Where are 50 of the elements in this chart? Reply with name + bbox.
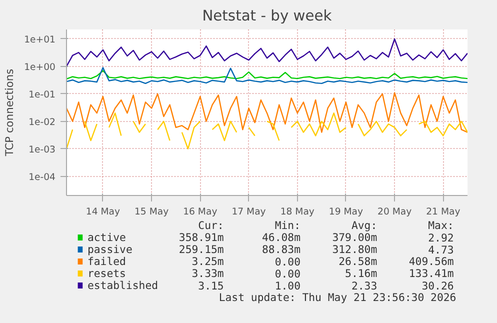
- text: 259.15m: [178, 243, 224, 256]
- text: Last update: Thu May 21 23:56:30 2026: [218, 291, 456, 304]
- chart-title: Netstat - by week: [202, 8, 332, 24]
- text: 46.08m: [262, 231, 300, 244]
- text: 2.33: [351, 280, 378, 292]
- y-tick-label: 1e-01: [28, 89, 56, 100]
- text: Cur:: [198, 219, 224, 232]
- x-tick-label: 16 May: [183, 206, 218, 218]
- y-axis-title: TCP connections: [3, 68, 16, 158]
- line-series: [66, 38, 468, 67]
- text: 312.80m: [332, 243, 378, 256]
- text: 30.26: [422, 280, 454, 292]
- text: Min:: [274, 219, 300, 232]
- text: 358.91m: [178, 231, 224, 244]
- text: 133.41m: [408, 267, 454, 280]
- x-tick-label: 18 May: [280, 206, 315, 218]
- x-tick-label: 21 May: [426, 206, 461, 218]
- text: 26.58m: [338, 255, 378, 268]
- x-tick-label: 15 May: [134, 206, 170, 218]
- text: 5.16m: [345, 267, 378, 280]
- text: 4.73: [428, 244, 454, 256]
- x-tick-label: 19 May: [328, 206, 364, 218]
- text: 379.00m: [332, 231, 378, 244]
- text: 3.25m: [192, 255, 224, 268]
- y-tick-label: 1e+01: [24, 34, 56, 46]
- x-tick-label: 20 May: [378, 206, 412, 218]
- text: 3.15: [198, 280, 224, 292]
- legend-label: active: [87, 231, 126, 244]
- text: 0.00: [274, 256, 300, 268]
- line-series: [66, 67, 468, 84]
- line-series: [66, 70, 468, 80]
- x-tick-label: 14 May: [86, 206, 120, 218]
- text: 0.00: [274, 268, 300, 280]
- y-tick-label: 1e-03: [28, 144, 56, 156]
- text: 2.92: [428, 232, 454, 244]
- y-tick-label: 1e-02: [28, 116, 56, 128]
- text: 409.56m: [408, 255, 454, 268]
- line-series: [66, 92, 468, 133]
- y-tick-label: 1e-04: [28, 172, 56, 183]
- legend-label: failed: [87, 255, 126, 268]
- legend-label: established: [87, 279, 158, 292]
- text: 1.00: [274, 280, 300, 292]
- legend-label: passive: [87, 243, 132, 256]
- x-tick-label: 17 May: [232, 206, 266, 218]
- text: Avg:: [351, 219, 378, 232]
- text: Max:: [428, 219, 454, 232]
- legend-label: resets: [87, 267, 126, 280]
- text: 88.83m: [262, 243, 300, 256]
- text: 3.33m: [192, 267, 224, 280]
- y-tick-label: 1e+00: [24, 62, 56, 73]
